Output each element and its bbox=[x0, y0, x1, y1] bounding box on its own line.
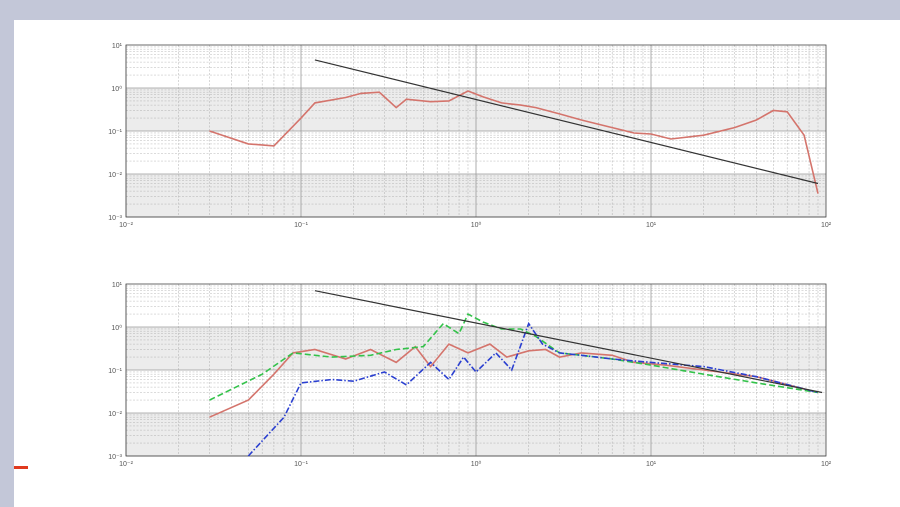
x-tick-label: 10⁻¹ bbox=[294, 222, 308, 229]
y-tick-label: 10⁻³ bbox=[108, 454, 122, 461]
x-tick-label: 10⁰ bbox=[471, 221, 482, 229]
x-tick-label: 10¹ bbox=[646, 461, 657, 468]
plot-frame bbox=[125, 283, 827, 457]
slide: 10⁻² 10⁻¹ 10⁰ 10¹ 10² 10⁻³ 10⁻² 10⁻¹ 10⁰ 10¹ 10⁻² 1… bbox=[14, 20, 900, 507]
x-tick-label: 10⁻¹ bbox=[294, 461, 308, 468]
series-line-2 bbox=[314, 59, 819, 185]
x-tick-label: 10² bbox=[821, 461, 832, 468]
y-tick-label: 10⁻³ bbox=[108, 215, 122, 222]
series-line-1 bbox=[209, 90, 819, 194]
series-line-3 bbox=[247, 321, 819, 457]
y-tick-label: 10⁰ bbox=[111, 85, 122, 93]
y-tick-label: 10¹ bbox=[112, 43, 123, 50]
x-tick-label: 10⁻² bbox=[119, 222, 133, 229]
y-tick-label: 10⁻¹ bbox=[108, 368, 122, 375]
y-tick-label: 10⁻¹ bbox=[108, 129, 122, 136]
y-tick-label: 10¹ bbox=[112, 282, 123, 289]
series-line-4 bbox=[314, 290, 823, 394]
x-tick-label: 10¹ bbox=[646, 222, 657, 229]
x-tick-label: 10⁻² bbox=[119, 461, 133, 468]
accent-line bbox=[14, 466, 28, 469]
x-tick-label: 10² bbox=[821, 222, 832, 229]
y-tick-label: 10⁻² bbox=[108, 172, 122, 179]
plot-frame bbox=[125, 44, 827, 218]
x-tick-label: 10⁰ bbox=[471, 460, 482, 468]
series-line-2 bbox=[209, 312, 819, 401]
y-tick-label: 10⁰ bbox=[111, 324, 122, 332]
y-tick-label: 10⁻² bbox=[108, 411, 122, 418]
